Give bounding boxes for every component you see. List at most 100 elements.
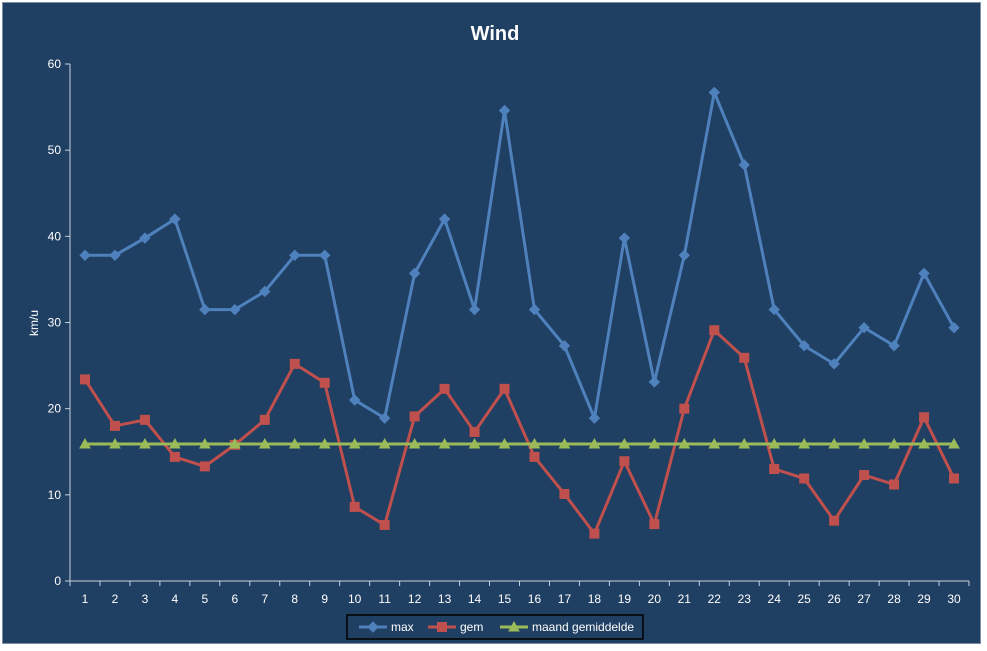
series-line bbox=[83, 328, 956, 536]
y-tick-label: 0 bbox=[54, 574, 61, 588]
data-point bbox=[618, 437, 631, 449]
data-point bbox=[139, 414, 150, 425]
data-point bbox=[679, 403, 690, 414]
data-point bbox=[528, 437, 541, 449]
data-point bbox=[588, 437, 601, 449]
data-point bbox=[438, 213, 451, 225]
data-point bbox=[469, 426, 480, 437]
data-point bbox=[859, 470, 870, 481]
series-maand-gemiddelde bbox=[79, 437, 960, 449]
x-tick-label: 23 bbox=[738, 592, 752, 606]
data-point bbox=[348, 437, 361, 449]
x-tick-label: 19 bbox=[618, 592, 632, 606]
data-point bbox=[229, 303, 241, 316]
data-point bbox=[648, 376, 661, 388]
data-point bbox=[438, 437, 451, 449]
data-point bbox=[258, 437, 271, 449]
x-tick-label: 9 bbox=[321, 592, 328, 606]
legend-box bbox=[346, 614, 644, 640]
series-line bbox=[84, 90, 956, 420]
legend-marker bbox=[437, 622, 447, 632]
data-point bbox=[109, 420, 120, 431]
data-point bbox=[79, 249, 91, 261]
data-point bbox=[678, 249, 691, 261]
data-point bbox=[378, 437, 391, 449]
data-point bbox=[139, 437, 151, 449]
data-point bbox=[259, 285, 271, 298]
x-tick-label: 2 bbox=[112, 592, 119, 606]
x-tick-label: 28 bbox=[887, 592, 901, 606]
x-tick-label: 7 bbox=[261, 592, 268, 606]
data-point bbox=[889, 479, 900, 490]
y-tick-label: 40 bbox=[48, 229, 62, 243]
data-point bbox=[169, 437, 181, 449]
legend-marker bbox=[508, 620, 520, 632]
data-point bbox=[499, 383, 510, 394]
x-tick-label: 16 bbox=[528, 592, 542, 606]
data-point bbox=[529, 451, 540, 462]
data-point bbox=[858, 321, 870, 334]
x-tick-label: 3 bbox=[142, 592, 149, 606]
data-point bbox=[619, 456, 630, 467]
x-tick-label: 24 bbox=[768, 592, 782, 606]
data-point bbox=[199, 303, 211, 316]
x-tick-label: 11 bbox=[378, 592, 391, 606]
data-point bbox=[649, 519, 660, 530]
x-tick-label: 15 bbox=[498, 592, 512, 606]
x-tick-label: 5 bbox=[202, 592, 209, 606]
data-point bbox=[919, 412, 930, 423]
data-point bbox=[528, 303, 541, 316]
data-point bbox=[109, 249, 121, 261]
data-point bbox=[79, 374, 90, 385]
data-point bbox=[558, 340, 571, 352]
x-tick-label: 27 bbox=[857, 592, 871, 606]
x-tick-label: 17 bbox=[558, 592, 572, 606]
chart-area: Wind km/u 0 10 20 30 40 50 60 1 2 3 4 5 6 7 8 9 10 11 12 13… bbox=[2, 2, 981, 644]
data-point bbox=[409, 411, 420, 422]
x-tick-label: 13 bbox=[438, 592, 452, 606]
x-tick-label: 30 bbox=[947, 592, 961, 606]
legend-label: gem bbox=[460, 620, 483, 634]
legend-entry: gem bbox=[428, 620, 483, 634]
data-point bbox=[768, 303, 780, 316]
y-tick-label: 10 bbox=[48, 488, 62, 502]
data-point bbox=[228, 437, 241, 449]
data-point bbox=[439, 383, 450, 394]
y-axis-label: km/u bbox=[27, 310, 41, 336]
data-point bbox=[408, 267, 421, 280]
data-point bbox=[738, 437, 751, 449]
legend-label: maand gemiddelde bbox=[532, 620, 634, 634]
data-point bbox=[169, 213, 181, 225]
x-tick-label: 10 bbox=[348, 592, 362, 606]
data-point bbox=[768, 437, 781, 449]
data-point bbox=[348, 394, 361, 406]
data-point bbox=[349, 501, 360, 512]
data-point bbox=[708, 437, 721, 449]
data-point bbox=[169, 451, 180, 462]
data-point bbox=[949, 473, 960, 484]
data-point bbox=[498, 104, 511, 117]
data-point bbox=[739, 352, 750, 363]
data-point bbox=[559, 488, 570, 499]
data-point bbox=[888, 340, 900, 352]
data-point bbox=[738, 159, 750, 171]
data-point bbox=[79, 437, 91, 449]
legend-entry: maand gemiddelde bbox=[500, 620, 634, 634]
series-layer bbox=[79, 86, 960, 539]
data-point bbox=[468, 437, 481, 449]
y-tick-label: 50 bbox=[48, 143, 62, 157]
data-point bbox=[648, 437, 661, 449]
legend-entry: max bbox=[359, 620, 414, 634]
data-point bbox=[618, 232, 631, 244]
x-tick-label: 8 bbox=[291, 592, 298, 606]
y-tick-label: 60 bbox=[48, 57, 62, 71]
data-point bbox=[319, 377, 330, 388]
data-point bbox=[918, 437, 930, 449]
data-point bbox=[468, 303, 481, 316]
x-tick-label: 21 bbox=[678, 592, 692, 606]
data-point bbox=[769, 463, 780, 474]
data-point bbox=[289, 249, 301, 261]
data-point bbox=[199, 461, 210, 472]
series-gem bbox=[79, 325, 960, 539]
x-tick-label: 1 bbox=[82, 592, 89, 606]
